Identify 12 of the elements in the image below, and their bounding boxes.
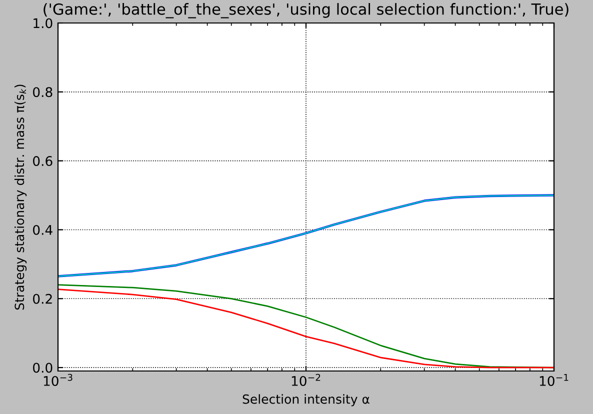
y-axis-title: Strategy stationary distr. mass π(s$_{k}$) <box>14 84 27 310</box>
x-tick-label: 10$^{−3}$ <box>44 374 72 386</box>
y-tick-label: 0.4 <box>33 224 52 235</box>
y-tick-label: 1.0 <box>34 18 52 28</box>
x-tick-label: 10$^{−2}$ <box>292 374 320 386</box>
y-tick-label: 0.8 <box>33 87 52 98</box>
chart-title: ('Game:', 'battle_of_the_sexes', 'using local selection function:', True) <box>44 3 568 18</box>
x-axis-title: Selection intensity α <box>242 394 370 406</box>
y-tick-label: 0.6 <box>33 156 52 166</box>
x-tick-label: 10$^{−1}$ <box>540 374 568 386</box>
y-tick-label: 0.2 <box>33 294 52 304</box>
y-tick-label: 0.0 <box>33 362 52 373</box>
